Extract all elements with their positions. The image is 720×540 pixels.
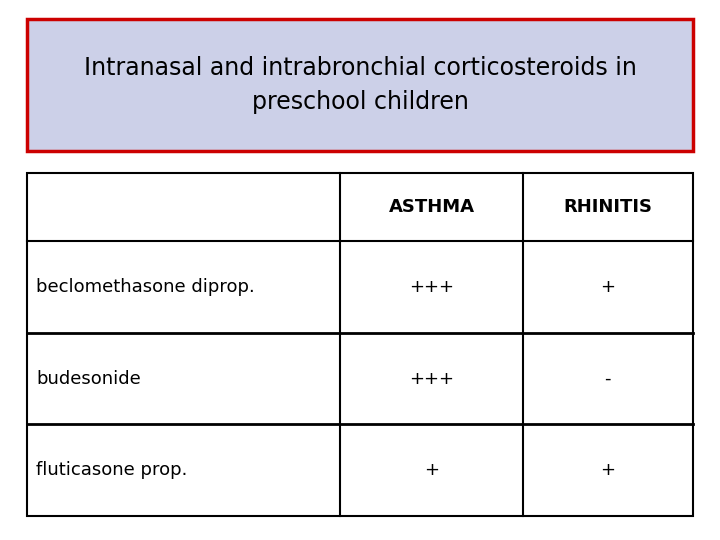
Text: +: + [424,461,439,479]
Text: Intranasal and intrabronchial corticosteroids in: Intranasal and intrabronchial corticoste… [84,56,636,80]
Text: budesonide: budesonide [36,369,140,388]
Text: preschool children: preschool children [251,90,469,114]
FancyBboxPatch shape [27,19,693,151]
Text: +: + [600,278,616,296]
Text: RHINITIS: RHINITIS [563,198,652,216]
Text: -: - [605,369,611,388]
Text: beclomethasone diprop.: beclomethasone diprop. [36,278,255,296]
Text: fluticasone prop.: fluticasone prop. [36,461,187,479]
Text: +++: +++ [409,278,454,296]
Text: +: + [600,461,616,479]
Text: +++: +++ [409,369,454,388]
Text: ASTHMA: ASTHMA [389,198,474,216]
Bar [27,173,693,516]
